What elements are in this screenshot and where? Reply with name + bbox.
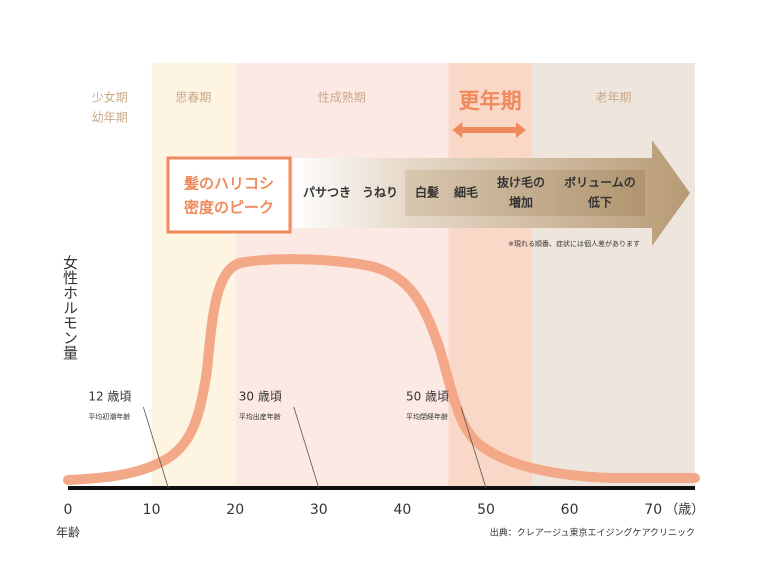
phase-label: 少女期 xyxy=(92,90,128,105)
annotation-age: 12 歳頃 xyxy=(88,390,131,404)
peak-text: 密度のピーク xyxy=(184,199,274,217)
y-axis-label: 女性ホルモン量 xyxy=(61,254,79,360)
annotation-sub: 平均閉経年齢 xyxy=(406,412,448,421)
symptom: パサつき xyxy=(303,186,351,200)
phase-double-arrow xyxy=(452,122,526,138)
phase-label: 更年期 xyxy=(459,89,522,113)
phase-band xyxy=(531,63,695,488)
annotation-age: 30 歳頃 xyxy=(239,390,282,404)
x-tick-label: 30 xyxy=(310,502,328,518)
phase-band xyxy=(68,63,152,488)
phase-label: 老年期 xyxy=(595,91,631,105)
x-tick-label: 10 xyxy=(143,502,161,518)
symptom: 細毛 xyxy=(454,185,478,200)
symptom: 増加 xyxy=(509,195,533,210)
source: 出典：クレアージュ東京エイジングケアクリニック xyxy=(490,527,695,539)
x-tick-label: 0 xyxy=(64,502,73,518)
phase-label: 性成熟期 xyxy=(318,90,366,105)
x-unit: （歳） xyxy=(665,503,704,518)
x-tick-label: 60 xyxy=(561,502,579,518)
x-axis-label: 年齢 xyxy=(56,525,80,540)
annotation-age: 50 歳頃 xyxy=(406,390,449,404)
symptom: 低下 xyxy=(587,195,612,210)
x-tick-label: 50 xyxy=(477,502,495,518)
hormone-curve xyxy=(63,254,700,485)
symptom: うねり xyxy=(362,186,398,200)
symptom-shade xyxy=(405,170,645,216)
symptom: 白髪 xyxy=(415,185,439,200)
peak-box xyxy=(166,156,292,234)
annotation-sub: 平均出産年齢 xyxy=(239,412,281,421)
peak-text: 髪のハリコシ xyxy=(183,175,274,193)
phase-label: 幼年期 xyxy=(92,111,128,125)
annotation-leader xyxy=(293,406,320,489)
symptom: ボリュームの xyxy=(564,175,636,190)
x-tick-label: 70 xyxy=(644,502,662,518)
annotation-sub: 平均初潮年齢 xyxy=(88,412,130,421)
phase-label: 思春期 xyxy=(175,91,211,105)
symptom: 抜け毛の xyxy=(497,175,545,190)
x-tick-label: 20 xyxy=(226,502,244,518)
annotation-leader xyxy=(460,406,487,489)
note: ※現れる順番、症状には個人差があります xyxy=(508,239,640,248)
annotation-leader xyxy=(142,406,169,489)
phase-band xyxy=(235,63,449,488)
x-tick-label: 40 xyxy=(393,502,411,518)
